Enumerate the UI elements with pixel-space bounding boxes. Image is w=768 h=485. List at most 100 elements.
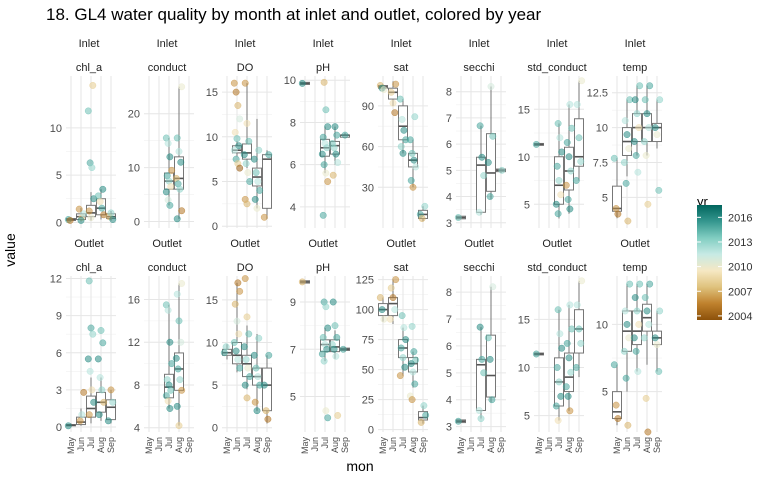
data-point [330,345,338,353]
data-point [98,204,106,212]
panel-inlet-conduct: Inlet conduct 0 10 20 [128,38,194,229]
data-point [487,83,495,90]
data-point [653,341,661,349]
data-point [240,151,248,159]
data-point [635,320,643,328]
data-point [80,388,88,396]
y-tick-label: 6 [56,348,62,360]
data-point [85,207,93,215]
strip-variable-label: temp [623,62,647,74]
data-point [162,188,170,196]
data-point [565,153,573,161]
strip-row-label: Outlet [542,238,571,250]
data-point [641,294,649,301]
data-point [241,79,249,87]
y-tick-label: 0 [134,217,140,229]
strip-variable-label: secchi [463,262,494,274]
y-tick-label: 20 [128,109,140,121]
data-point [489,283,497,291]
data-point [234,102,242,109]
data-point [166,201,174,209]
data-point [387,284,395,292]
y-tick-label: 0 [212,221,218,233]
strip-row-label: Outlet [386,238,415,250]
data-point [399,354,407,362]
data-point [236,164,244,172]
strip-variable-label: secchi [463,62,494,74]
data-point [568,325,576,333]
x-tick-label: Aug [642,437,652,453]
x-tick-label: Jul [632,437,642,449]
data-point [401,363,409,371]
data-point [240,343,248,351]
data-point [333,334,341,341]
x-tick-label: Sep [262,437,272,453]
strip-variable-label: pH [316,262,330,274]
box-jul [476,125,486,215]
data-point [575,134,583,142]
data-point [408,149,416,157]
data-point [417,418,425,426]
data-point [644,428,652,436]
data-point [245,330,253,338]
data-point [634,168,642,176]
data-point [320,78,328,86]
x-tick-label: Jun [466,437,476,452]
strip-row-label: Inlet [547,38,568,50]
x-tick-label: Jul [476,437,486,449]
data-point [90,398,98,406]
data-point [244,169,252,177]
data-point [332,150,340,158]
data-point [621,117,629,125]
y-tick-label: 3 [56,385,62,397]
strip-row-label: Outlet [308,238,337,250]
data-point [318,150,326,158]
y-tick-label: 60 [362,142,374,154]
data-point [578,77,586,85]
data-point [554,416,562,424]
data-point [655,186,663,194]
data-point [486,193,494,201]
box-iqr [398,105,408,141]
data-point [231,128,239,136]
strip-variable-label: std_conduct [527,62,586,74]
data-point [486,355,494,363]
data-point [78,411,86,419]
data-point [391,306,399,314]
data-point [396,95,404,103]
legend-tick-label: 2013 [728,237,752,249]
data-point [565,354,573,362]
data-point [555,177,563,184]
data-point [389,294,397,302]
data-point [164,397,172,405]
strip-variable-label: temp [623,262,647,274]
data-point [246,178,254,185]
y-tick-label: 8 [290,117,296,129]
y-tick-label: 5 [290,392,296,404]
data-point [319,211,327,219]
data-point [84,355,92,363]
x-tick-label: Jun [544,437,554,452]
x-tick-label: Aug [330,437,340,453]
data-point [331,322,339,330]
y-tick-label: 15 [206,87,218,99]
data-point [329,298,337,306]
data-point [610,154,618,162]
data-point [480,369,488,377]
y-tick-label: 4 [134,423,140,435]
data-point [172,354,180,362]
data-point [318,350,326,358]
data-point [566,101,574,108]
data-point [176,376,184,384]
box-aug [486,286,496,403]
x-tick-label: Aug [486,437,496,453]
data-point [166,338,174,346]
data-point [94,355,102,363]
data-point [230,79,238,87]
data-point [636,82,644,90]
y-tick-label: 16 [128,295,140,307]
data-point [100,398,108,406]
data-point [563,339,571,347]
data-point [411,113,419,121]
y-tick-label: 5 [446,368,452,380]
